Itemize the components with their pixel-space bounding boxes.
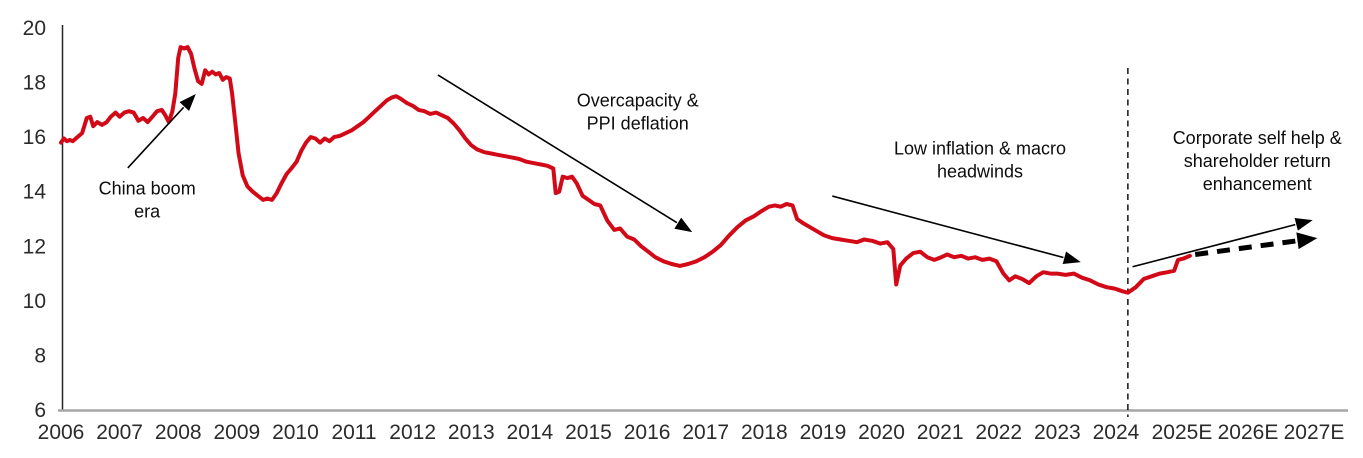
annotations: China boom era Overcapacity & PPI deflation… — [99, 74, 1342, 268]
forecast-arrow-head — [1296, 232, 1318, 250]
annotation-text-overcapacity-ppi-deflation: Overcapacity & PPI deflation — [577, 91, 699, 134]
annotation-arrow-corporate-self-help-shaft — [1132, 223, 1296, 268]
x-axis-label: 2010 — [272, 421, 319, 444]
axes — [58, 25, 1348, 412]
annotation-arrow-low-inflation-macro-headwinds-head — [1062, 251, 1081, 265]
x-axis-label: 2013 — [448, 421, 495, 444]
y-axis-label: 14 — [23, 181, 47, 204]
x-axis-label: 2017 — [682, 421, 729, 444]
y-axis-label: 8 — [34, 344, 46, 367]
x-axis-label: 2012 — [389, 421, 436, 444]
annotation-arrow-china-boom-era-shaft — [127, 106, 185, 169]
x-axis-label: 2008 — [155, 421, 202, 444]
historical-series-line — [59, 45, 1192, 295]
y-axis-label: 12 — [23, 235, 46, 258]
x-axis-label: 2006 — [38, 421, 85, 444]
x-axis-label: 2019 — [800, 421, 847, 444]
x-axis-label: 2016 — [624, 421, 671, 444]
annotation-text-corporate-self-help: Corporate self help & shareholder return e… — [1173, 128, 1342, 194]
x-axis-label: 2023 — [1034, 421, 1081, 444]
forecast-arrow-shaft — [1194, 238, 1297, 257]
y-axis-label: 20 — [23, 17, 46, 40]
annotation-text-low-inflation-macro-headwinds: Low inflation & macro headwinds — [894, 139, 1066, 182]
annotation-arrow-china-boom-era-head — [179, 94, 196, 111]
y-axis-label: 10 — [23, 290, 46, 313]
x-axis-label: 2011 — [331, 421, 376, 444]
annotation-arrow-overcapacity-ppi-deflation-head — [674, 217, 693, 233]
x-axis-label: 2027E — [1284, 421, 1345, 444]
annotation-arrow-overcapacity-ppi-deflation-shaft — [437, 74, 678, 224]
x-axis-label: 2014 — [507, 421, 554, 444]
x-axis-label: 2022 — [975, 421, 1022, 444]
x-axis-label: 2025E — [1152, 421, 1213, 444]
y-axis-tick-labels: 6 8 10 12 14 16 18 20 — [23, 17, 47, 422]
annotation-arrow-corporate-self-help-head — [1294, 218, 1313, 231]
x-axis-label: 2020 — [858, 421, 905, 444]
x-axis-label: 2021 — [917, 421, 964, 444]
x-axis-label: 2015 — [565, 421, 612, 444]
annotation-text-china-boom-era: China boom era — [99, 178, 196, 221]
y-axis-label: 16 — [23, 126, 46, 149]
x-axis-label: 2018 — [741, 421, 788, 444]
x-axis-tick-labels: 2006 2007 2008 2009 2010 2011 2012 2013 2014 2015… — [38, 421, 1345, 444]
annotation-arrow-low-inflation-macro-headwinds-shaft — [832, 195, 1064, 259]
y-axis-label: 6 — [34, 399, 46, 422]
data-series — [59, 45, 1318, 295]
x-axis-label: 2024 — [1093, 421, 1140, 444]
x-axis-label: 2009 — [213, 421, 260, 444]
x-axis-label: 2007 — [96, 421, 143, 444]
x-axis-label: 2026E — [1218, 421, 1279, 444]
y-axis-label: 18 — [23, 72, 46, 95]
